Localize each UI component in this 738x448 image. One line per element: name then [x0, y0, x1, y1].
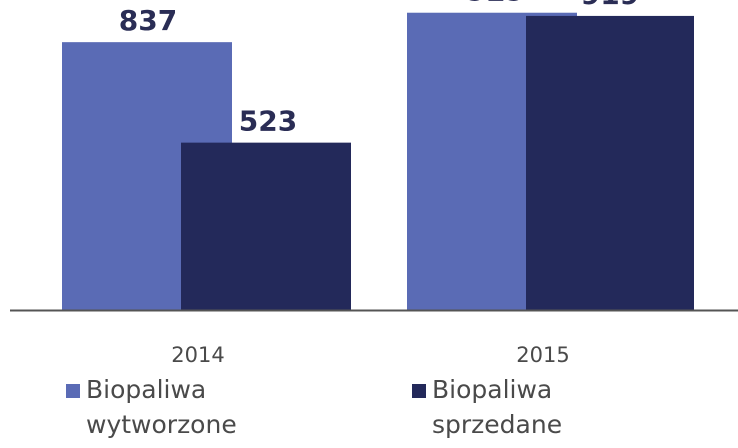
legend-label-series-0: Biopaliwa wytworzone	[86, 375, 237, 439]
legend-item-series-1: Biopaliwa sprzedane	[412, 372, 562, 442]
x-tick-label-2015: 2015	[516, 343, 569, 367]
x-tick-label-2014: 2014	[171, 343, 224, 367]
legend-swatch-series-0	[66, 384, 80, 398]
legend-item-series-0: Biopaliwa wytworzone	[66, 372, 237, 442]
legend-swatch-series-1	[412, 384, 426, 398]
bar-2015-series-1	[526, 15, 694, 310]
legend: Biopaliwa wytworzone Biopaliwa sprzedane	[0, 372, 738, 448]
data-label-2014-series-1: 523	[239, 105, 297, 138]
data-label-2014-series-0: 837	[119, 4, 177, 37]
data-label-2015-series-1: 919	[581, 0, 639, 11]
bar-2014-series-1	[181, 142, 351, 310]
data-label-2015-series-0: 929	[467, 0, 525, 8]
legend-label-series-1: Biopaliwa sprzedane	[432, 375, 563, 439]
